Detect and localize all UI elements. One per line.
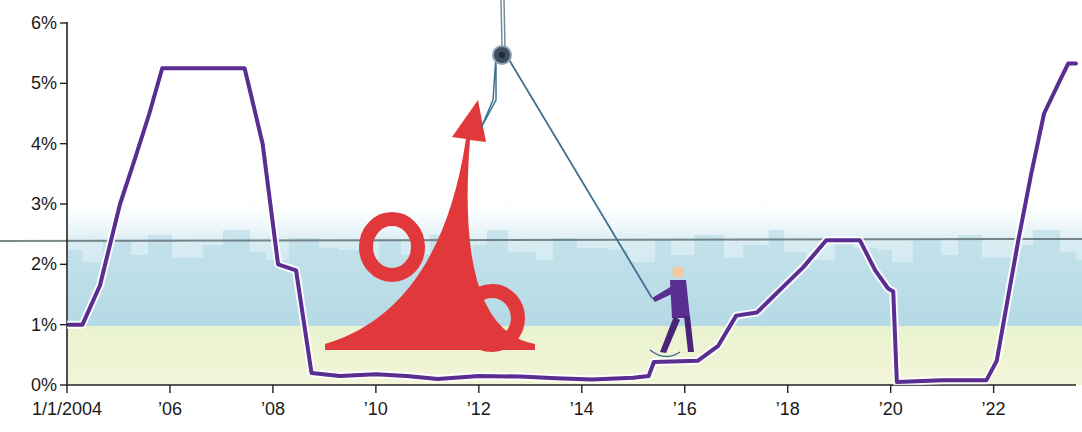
x-tick-label: ’16 xyxy=(673,399,697,419)
percent-ring xyxy=(366,219,418,275)
y-tick xyxy=(60,324,67,325)
y-tick-label: 6% xyxy=(31,13,57,33)
man-legs xyxy=(660,316,694,353)
fold-line xyxy=(0,239,1082,241)
x-tick-label: ’22 xyxy=(982,399,1006,419)
x-tick-label: ’12 xyxy=(467,399,491,419)
line-halo xyxy=(67,63,1076,382)
illustration xyxy=(0,0,1082,385)
rate-line xyxy=(67,63,1076,382)
axes: 0% 1% 2% 3% 4% 5% 6% 1/1/2004 ’06 ’08 ’10 ’12 ’14 ’16… xyxy=(31,13,1076,419)
x-tick xyxy=(890,385,891,393)
rope xyxy=(508,58,652,298)
pulley-hub xyxy=(499,52,505,58)
pulley xyxy=(493,46,511,64)
percent-arrow xyxy=(325,100,535,350)
line-group xyxy=(67,63,1076,382)
x-tick xyxy=(375,385,376,393)
x-tick xyxy=(684,385,685,393)
y-tick-label: 5% xyxy=(31,73,57,93)
x-tick-label: ’20 xyxy=(879,399,903,419)
man-figure xyxy=(650,266,694,357)
x-tick xyxy=(581,385,582,393)
y-tick xyxy=(60,22,67,23)
y-tick xyxy=(60,203,67,204)
x-tick-label: ’06 xyxy=(158,399,182,419)
x-tick xyxy=(66,385,67,393)
x-tick-label: ’18 xyxy=(776,399,800,419)
rope-coil xyxy=(650,350,680,357)
man-body xyxy=(670,280,690,318)
y-tick xyxy=(60,384,67,385)
rope xyxy=(481,56,496,128)
x-tick xyxy=(993,385,994,393)
x-tick-label: 1/1/2004 xyxy=(32,399,102,419)
y-tick-label: 0% xyxy=(31,375,57,395)
y-tick-label: 3% xyxy=(31,194,57,214)
y-tick-label: 1% xyxy=(31,315,57,335)
y-tick-label: 2% xyxy=(31,254,57,274)
y-tick-label: 4% xyxy=(31,134,57,154)
rope xyxy=(504,0,505,48)
man-head xyxy=(672,266,684,278)
man-arm xyxy=(652,286,674,302)
x-tick xyxy=(787,385,788,393)
skyline xyxy=(68,230,1082,327)
y-tick xyxy=(60,143,67,144)
x-tick xyxy=(478,385,479,393)
x-tick-label: ’08 xyxy=(261,399,285,419)
rope xyxy=(501,0,502,48)
x-tick-label: ’14 xyxy=(570,399,594,419)
y-tick xyxy=(60,264,67,265)
chart: 0% 1% 2% 3% 4% 5% 6% 1/1/2004 ’06 ’08 ’10 ’12 ’14 ’16… xyxy=(0,0,1082,432)
x-tick xyxy=(169,385,170,393)
x-tick xyxy=(272,385,273,393)
x-tick-label: ’10 xyxy=(364,399,388,419)
y-tick xyxy=(60,83,67,84)
